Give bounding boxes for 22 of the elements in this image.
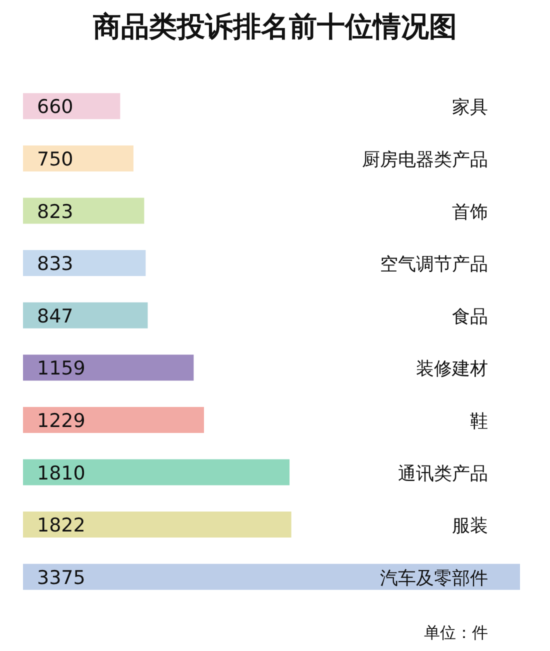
data-label: 1822 — [37, 514, 86, 537]
y-tick-label: 通讯类产品 — [398, 463, 488, 484]
y-tick-label: 空气调节产品 — [380, 254, 488, 276]
y-tick-label: 鞋 — [470, 410, 488, 432]
text: 单位：件 — [424, 623, 488, 642]
data-label: 750 — [37, 148, 74, 170]
y-tick-label: 首饰 — [452, 202, 488, 223]
y-tick-label: 食品 — [452, 306, 488, 328]
chart-title: 商品类投诉排名前十位情况图 — [92, 10, 457, 43]
y-tick-label: 装修建材 — [416, 358, 488, 380]
data-label: 823 — [37, 200, 74, 223]
data-label: 1229 — [37, 410, 86, 432]
data-label: 833 — [37, 253, 74, 276]
data-label: 1159 — [37, 358, 86, 380]
data-label: 660 — [37, 96, 74, 118]
y-tick-label: 服装 — [452, 516, 488, 537]
data-label: 847 — [37, 305, 74, 328]
y-tick-label: 汽车及零部件 — [380, 568, 488, 589]
y-tick-label: 厨房电器类产品 — [362, 149, 488, 170]
data-label: 1810 — [37, 462, 86, 484]
y-tick-label: 家具 — [452, 97, 488, 118]
data-label: 3375 — [37, 566, 86, 589]
